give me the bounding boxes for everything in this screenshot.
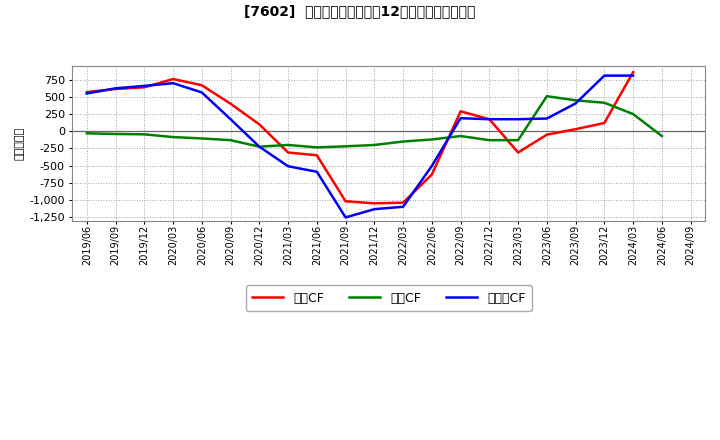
営業CF xyxy=(629,70,637,75)
投資CF xyxy=(629,111,637,117)
営業CF xyxy=(485,117,494,122)
投資CF xyxy=(485,138,494,143)
投資CF xyxy=(370,142,379,147)
フリーCF xyxy=(514,117,523,122)
営業CF xyxy=(341,198,350,204)
営業CF xyxy=(571,127,580,132)
営業CF xyxy=(83,89,91,95)
営業CF xyxy=(312,153,321,158)
投資CF xyxy=(83,131,91,136)
営業CF xyxy=(168,77,177,82)
投資CF xyxy=(571,98,580,103)
投資CF xyxy=(168,135,177,140)
営業CF xyxy=(543,132,552,137)
営業CF xyxy=(140,84,148,90)
フリーCF xyxy=(197,90,206,95)
フリーCF xyxy=(83,91,91,96)
フリーCF xyxy=(168,81,177,86)
フリーCF xyxy=(284,164,292,169)
投資CF xyxy=(255,144,264,149)
フリーCF xyxy=(140,83,148,88)
投資CF xyxy=(197,136,206,141)
投資CF xyxy=(600,100,608,105)
投資CF xyxy=(514,138,523,143)
Line: 投資CF: 投資CF xyxy=(87,96,662,147)
フリーCF xyxy=(485,117,494,122)
営業CF xyxy=(514,150,523,155)
営業CF xyxy=(226,101,235,106)
投資CF xyxy=(226,138,235,143)
投資CF xyxy=(399,139,408,144)
投資CF xyxy=(112,132,120,137)
フリーCF xyxy=(226,117,235,122)
投資CF xyxy=(140,132,148,137)
フリーCF xyxy=(428,163,436,169)
投資CF xyxy=(284,142,292,147)
フリーCF xyxy=(255,144,264,149)
営業CF xyxy=(255,122,264,127)
フリーCF xyxy=(370,206,379,212)
営業CF xyxy=(456,109,465,114)
フリーCF xyxy=(543,116,552,121)
フリーCF xyxy=(600,73,608,78)
フリーCF xyxy=(399,204,408,209)
営業CF xyxy=(428,172,436,177)
投資CF xyxy=(428,137,436,142)
Y-axis label: （百万円）: （百万円） xyxy=(15,127,25,160)
フリーCF xyxy=(112,86,120,91)
フリーCF xyxy=(312,169,321,174)
フリーCF xyxy=(341,215,350,220)
フリーCF xyxy=(456,116,465,121)
投資CF xyxy=(456,133,465,139)
Line: 営業CF: 営業CF xyxy=(87,72,633,203)
投資CF xyxy=(543,94,552,99)
フリーCF xyxy=(571,101,580,106)
営業CF xyxy=(370,201,379,206)
投資CF xyxy=(657,133,666,139)
Legend: 営業CF, 投資CF, フリーCF: 営業CF, 投資CF, フリーCF xyxy=(246,286,532,311)
投資CF xyxy=(312,145,321,150)
Line: フリーCF: フリーCF xyxy=(87,76,633,217)
営業CF xyxy=(600,121,608,126)
投資CF xyxy=(341,144,350,149)
営業CF xyxy=(284,150,292,155)
営業CF xyxy=(399,200,408,205)
営業CF xyxy=(197,83,206,88)
Text: [7602]  キャッシュフローの12か月移動合計の推移: [7602] キャッシュフローの12か月移動合計の推移 xyxy=(244,4,476,18)
フリーCF xyxy=(629,73,637,78)
営業CF xyxy=(112,86,120,92)
